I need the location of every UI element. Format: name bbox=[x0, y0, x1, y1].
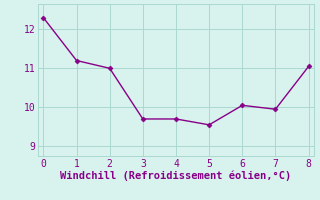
X-axis label: Windchill (Refroidissement éolien,°C): Windchill (Refroidissement éolien,°C) bbox=[60, 170, 292, 181]
